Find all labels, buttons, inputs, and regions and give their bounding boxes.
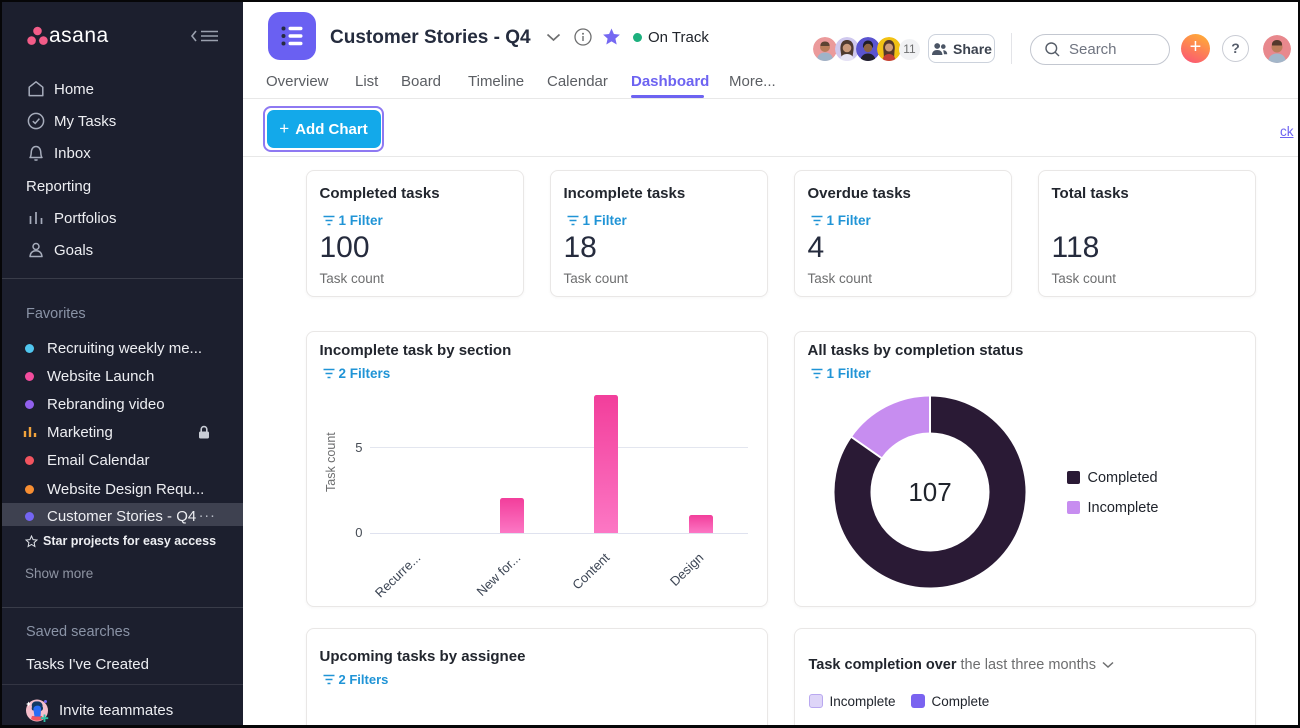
svg-text:107: 107 [908, 477, 951, 507]
